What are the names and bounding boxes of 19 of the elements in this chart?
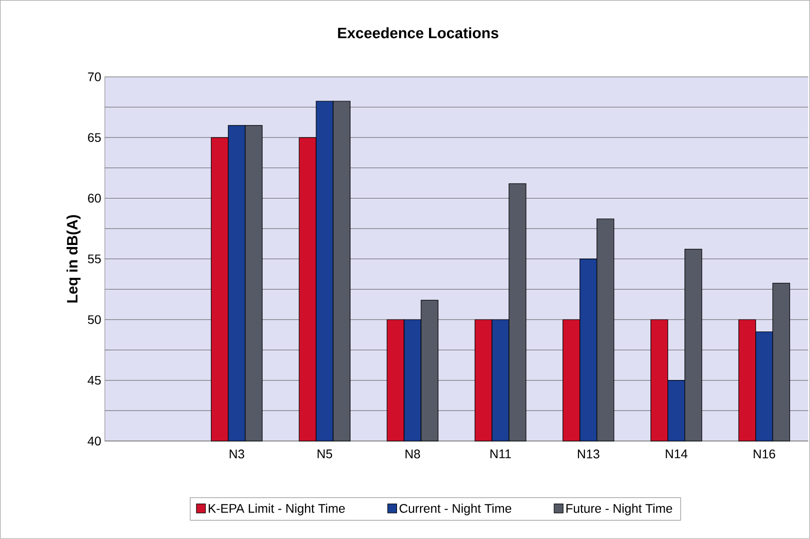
x-tick-label: N14: [666, 450, 688, 458]
y-tick-label: 45: [88, 376, 101, 385]
chart-title: Exceedence Locations: [338, 27, 498, 38]
y-tick-label: 55: [88, 254, 101, 264]
legend-label: Future - Night Time: [566, 504, 672, 516]
y-tick-label: 70: [88, 72, 101, 82]
y-tick-label: 65: [88, 133, 101, 142]
x-tick-label: N13: [578, 450, 600, 458]
x-tick-label: N3: [230, 450, 244, 458]
legend-label: Current - Night Time: [400, 504, 512, 516]
x-tick-label: N8: [406, 450, 420, 458]
y-axis-title: Leq in dB(A): [66, 215, 81, 303]
x-tick-label: N16: [754, 450, 776, 458]
legend-label: K-EPA Limit - Night Time: [208, 504, 345, 516]
y-tick-label: 50: [88, 315, 101, 324]
x-tick-label: N5: [318, 450, 332, 458]
y-tick-label: 60: [88, 194, 101, 203]
x-tick-label: N11: [490, 450, 511, 458]
y-tick-label: 40: [88, 436, 101, 446]
